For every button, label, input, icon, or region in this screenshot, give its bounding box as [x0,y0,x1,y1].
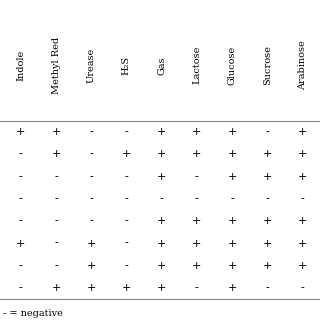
Text: +: + [262,149,272,159]
Text: +: + [298,239,307,249]
Text: -: - [124,216,128,226]
Text: -: - [265,127,269,137]
Text: -: - [54,216,58,226]
Text: -: - [54,239,58,249]
Text: -: - [124,261,128,271]
Text: +: + [298,216,307,226]
Text: +: + [298,127,307,137]
Text: -: - [300,283,304,293]
Text: +: + [157,261,166,271]
Text: +: + [157,172,166,182]
Text: -: - [54,261,58,271]
Text: Indole: Indole [16,50,25,81]
Text: Methyl Red: Methyl Red [52,37,60,94]
Text: Urease: Urease [87,48,96,83]
Text: -: - [54,194,58,204]
Text: +: + [157,283,166,293]
Text: -: - [265,283,269,293]
Text: +: + [298,149,307,159]
Text: -: - [195,283,199,293]
Text: +: + [122,283,131,293]
Text: +: + [227,216,237,226]
Text: +: + [86,283,96,293]
Text: Lactose: Lactose [192,46,201,84]
Text: Glucose: Glucose [228,46,236,85]
Text: -: - [89,216,93,226]
Text: +: + [86,261,96,271]
Text: -: - [160,194,164,204]
Text: +: + [192,216,202,226]
Text: +: + [227,149,237,159]
Text: -: - [19,172,23,182]
Text: -: - [89,172,93,182]
Text: +: + [192,127,202,137]
Text: +: + [157,127,166,137]
Text: +: + [51,283,61,293]
Text: +: + [262,216,272,226]
Text: H₂S: H₂S [122,56,131,75]
Text: -: - [54,172,58,182]
Text: +: + [262,261,272,271]
Text: -: - [300,194,304,204]
Text: -: - [19,194,23,204]
Text: +: + [157,149,166,159]
Text: +: + [227,172,237,182]
Text: +: + [227,261,237,271]
Text: -: - [195,172,199,182]
Text: -: - [124,172,128,182]
Text: Sucrose: Sucrose [263,45,272,85]
Text: +: + [51,127,61,137]
Text: +: + [227,127,237,137]
Text: -: - [124,239,128,249]
Text: -: - [124,127,128,137]
Text: -: - [89,194,93,204]
Text: -: - [89,149,93,159]
Text: Gas: Gas [157,56,166,75]
Text: -: - [195,194,199,204]
Text: +: + [192,149,202,159]
Text: +: + [122,149,131,159]
Text: +: + [298,172,307,182]
Text: +: + [262,239,272,249]
Text: -: - [19,261,23,271]
Text: - = negative: - = negative [3,309,63,318]
Text: -: - [19,149,23,159]
Text: +: + [298,261,307,271]
Text: -: - [265,194,269,204]
Text: +: + [16,239,26,249]
Text: +: + [192,261,202,271]
Text: +: + [262,172,272,182]
Text: +: + [227,239,237,249]
Text: +: + [86,239,96,249]
Text: +: + [157,239,166,249]
Text: +: + [16,127,26,137]
Text: -: - [124,194,128,204]
Text: +: + [51,149,61,159]
Text: +: + [157,216,166,226]
Text: -: - [19,283,23,293]
Text: -: - [19,216,23,226]
Text: -: - [230,194,234,204]
Text: Arabinose: Arabinose [298,40,307,90]
Text: +: + [192,239,202,249]
Text: +: + [227,283,237,293]
Text: -: - [89,127,93,137]
